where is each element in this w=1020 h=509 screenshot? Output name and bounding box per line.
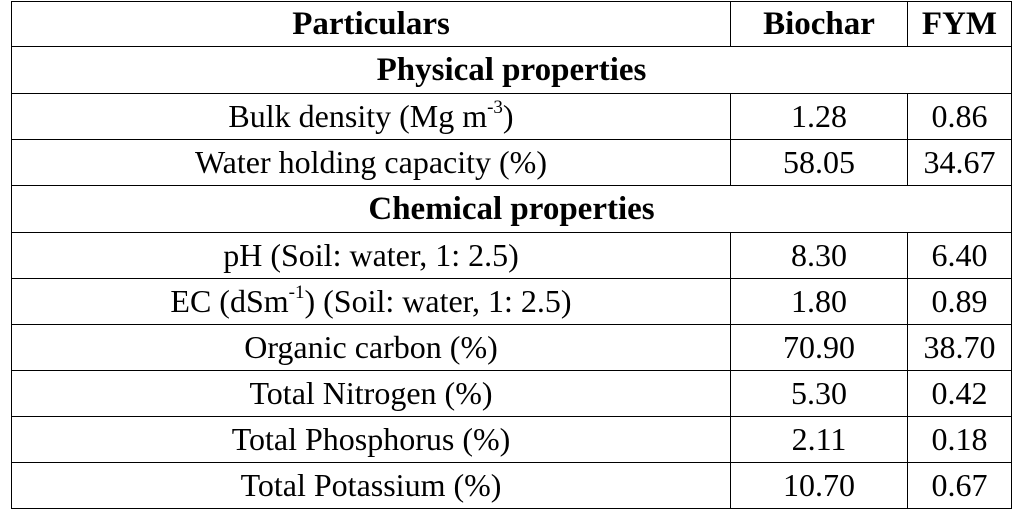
header-row: Particulars Biochar FYM bbox=[11, 1, 1012, 47]
table-row: Organic carbon (%) 70.90 38.70 bbox=[11, 324, 1012, 371]
section-row-chemical: Chemical properties bbox=[11, 185, 1012, 233]
row-label-text-after: ) (Soil: water, 1: 2.5) bbox=[304, 283, 572, 319]
section-title: Physical properties bbox=[11, 46, 1012, 94]
row-label-text-after: ) bbox=[502, 98, 514, 134]
header-fym: FYM bbox=[907, 1, 1012, 47]
biochar-value: 58.05 bbox=[730, 139, 908, 186]
row-label-text: pH (Soil: water, 1: 2.5) bbox=[223, 237, 519, 273]
section-title: Chemical properties bbox=[11, 185, 1012, 233]
row-label-text: EC (dSm bbox=[170, 283, 289, 319]
fym-value: 0.86 bbox=[907, 93, 1012, 140]
header-particulars: Particulars bbox=[11, 1, 731, 47]
table-row: Bulk density (Mg m-3) 1.28 0.86 bbox=[11, 93, 1012, 140]
fym-value: 6.40 bbox=[907, 232, 1012, 279]
row-label: Water holding capacity (%) bbox=[11, 139, 731, 186]
properties-table: Particulars Biochar FYM Physical propert… bbox=[11, 1, 1012, 509]
fym-value: 0.42 bbox=[907, 370, 1012, 417]
row-label-text: Water holding capacity (%) bbox=[195, 144, 547, 180]
biochar-value: 5.30 bbox=[730, 370, 908, 417]
table-row: Total Potassium (%) 10.70 0.67 bbox=[11, 462, 1012, 509]
section-row-physical: Physical properties bbox=[11, 46, 1012, 94]
fym-value: 0.89 bbox=[907, 278, 1012, 325]
row-label: Bulk density (Mg m-3) bbox=[11, 93, 731, 140]
row-label-text: Organic carbon (%) bbox=[244, 329, 498, 365]
row-label-sup: -1 bbox=[288, 282, 305, 304]
row-label-text: Total Potassium (%) bbox=[240, 467, 502, 503]
table-row: Total Phosphorus (%) 2.11 0.18 bbox=[11, 416, 1012, 463]
table-row: Total Nitrogen (%) 5.30 0.42 bbox=[11, 370, 1012, 417]
row-label-text: Bulk density (Mg m bbox=[228, 98, 488, 134]
row-label: Total Phosphorus (%) bbox=[11, 416, 731, 463]
row-label: Organic carbon (%) bbox=[11, 324, 731, 371]
row-label-text: Total Nitrogen (%) bbox=[249, 375, 493, 411]
biochar-value: 1.28 bbox=[730, 93, 908, 140]
fym-value: 0.18 bbox=[907, 416, 1012, 463]
fym-value: 38.70 bbox=[907, 324, 1012, 371]
table-row: pH (Soil: water, 1: 2.5) 8.30 6.40 bbox=[11, 232, 1012, 279]
biochar-value: 70.90 bbox=[730, 324, 908, 371]
biochar-value: 2.11 bbox=[730, 416, 908, 463]
biochar-value: 8.30 bbox=[730, 232, 908, 279]
header-biochar: Biochar bbox=[730, 1, 908, 47]
fym-value: 34.67 bbox=[907, 139, 1012, 186]
table-row: Water holding capacity (%) 58.05 34.67 bbox=[11, 139, 1012, 186]
biochar-value: 10.70 bbox=[730, 462, 908, 509]
row-label: Total Nitrogen (%) bbox=[11, 370, 731, 417]
row-label: pH (Soil: water, 1: 2.5) bbox=[11, 232, 731, 279]
fym-value: 0.67 bbox=[907, 462, 1012, 509]
row-label-sup: -3 bbox=[487, 97, 503, 119]
row-label: EC (dSm-1) (Soil: water, 1: 2.5) bbox=[11, 278, 731, 325]
table-row: EC (dSm-1) (Soil: water, 1: 2.5) 1.80 0.… bbox=[11, 278, 1012, 325]
row-label-text: Total Phosphorus (%) bbox=[231, 421, 511, 457]
biochar-value: 1.80 bbox=[730, 278, 908, 325]
row-label: Total Potassium (%) bbox=[11, 462, 731, 509]
